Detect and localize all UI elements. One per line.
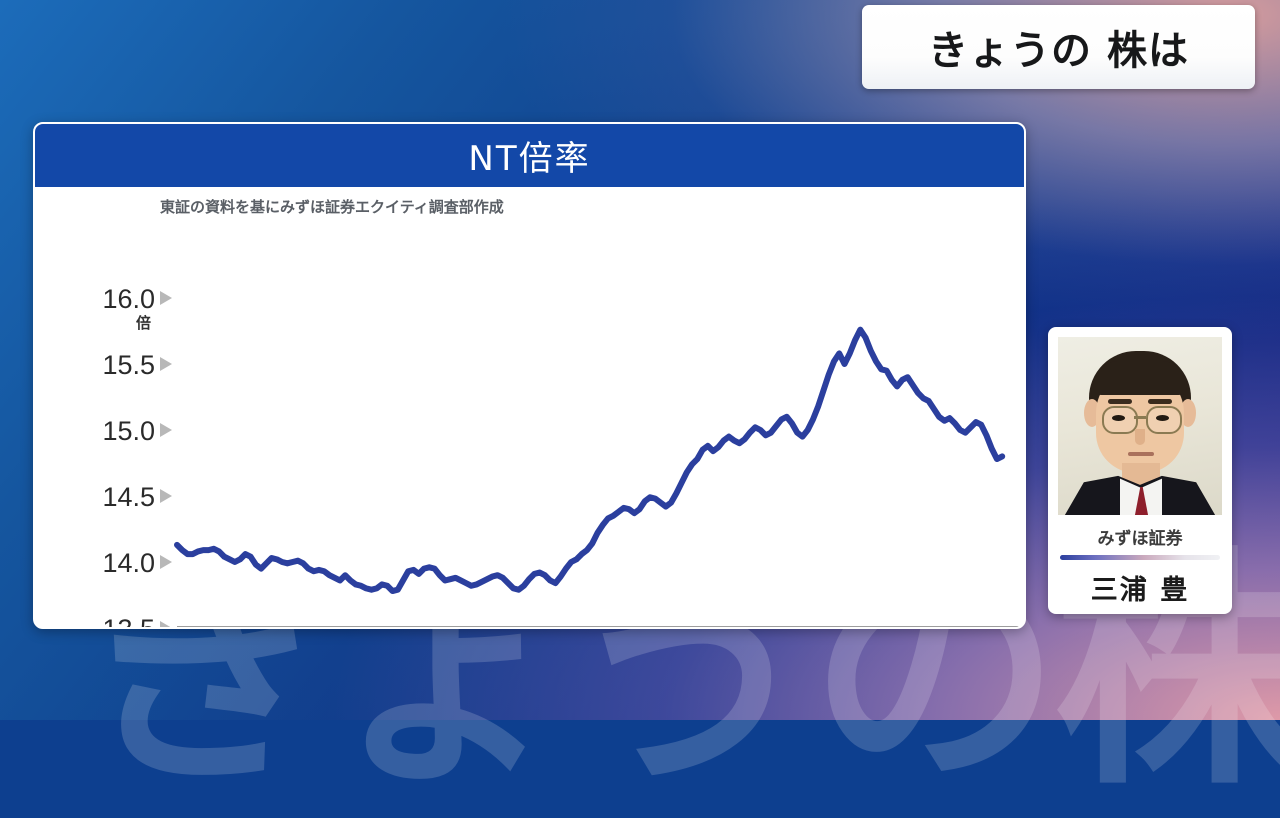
portrait-glasses-left xyxy=(1102,406,1138,434)
guest-divider xyxy=(1060,555,1220,560)
y-axis-tick-label: 14.0 xyxy=(102,548,155,578)
y-axis-tick-label: 16.0 xyxy=(102,284,155,314)
chart-series-line xyxy=(174,326,1006,595)
portrait-eye-left xyxy=(1112,415,1125,421)
portrait-nose xyxy=(1135,429,1145,445)
portrait-mouth xyxy=(1128,452,1154,456)
chart-title: NT倍率 xyxy=(468,139,591,179)
chart-source-note: 東証の資料を基にみずほ証券エクイティ調査部作成 xyxy=(160,198,504,216)
y-axis-tick-label: 13.5 xyxy=(102,614,155,627)
y-axis-tick-marker xyxy=(160,555,172,569)
y-axis-tick-label: 15.5 xyxy=(102,350,155,380)
chart-plot-area: 16.015.515.014.514.013.5倍25/7891011月 xyxy=(35,187,1024,627)
y-axis-tick-marker xyxy=(160,621,171,627)
program-title: きょうの 株は xyxy=(928,28,1189,74)
y-axis-tick-marker xyxy=(160,489,172,503)
guest-card: みずほ証券 三浦 豊 xyxy=(1048,327,1232,614)
y-axis-tick-label: 14.5 xyxy=(102,482,155,512)
chart-card: NT倍率 東証の資料を基にみずほ証券エクイティ調査部作成 16.0 15.5 15.… xyxy=(33,122,1026,629)
portrait-ear-right xyxy=(1180,399,1196,427)
y-axis-unit-label: 倍 xyxy=(136,314,151,332)
portrait-brow-right xyxy=(1148,399,1172,404)
y-axis-tick-label: 15.0 xyxy=(102,416,155,446)
program-title-banner: きょうの 株は xyxy=(862,5,1255,89)
portrait-brow-left xyxy=(1108,399,1132,404)
chart-header-bar: NT倍率 xyxy=(35,124,1024,187)
guest-name: 三浦 豊 xyxy=(1090,575,1190,606)
line-chart-svg: 16.015.515.014.514.013.5倍25/7891011月 xyxy=(102,284,1024,627)
portrait-eye-right xyxy=(1156,415,1169,421)
y-axis-tick-marker xyxy=(160,291,172,305)
y-axis-tick-marker xyxy=(160,357,172,371)
guest-photo xyxy=(1058,337,1222,515)
y-axis-tick-marker xyxy=(160,423,172,437)
portrait-fringe xyxy=(1093,361,1187,395)
guest-company: みずほ証券 xyxy=(1097,529,1183,549)
portrait-glasses-bridge xyxy=(1134,416,1146,419)
